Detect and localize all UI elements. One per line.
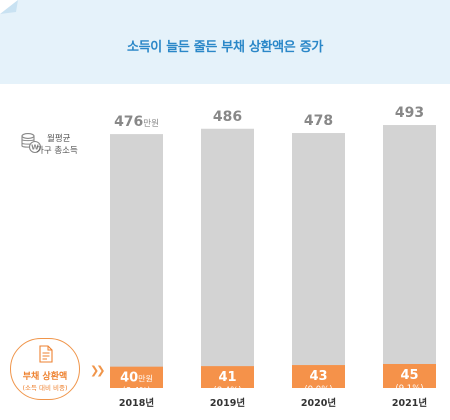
debt-bar [110, 366, 163, 388]
legend-debt-line1: 부채 상환액 [22, 372, 68, 382]
debt-value-label: 43 [309, 369, 327, 384]
debt-share-label: (8.4%) [122, 387, 150, 397]
x-tick-label: 2020년 [301, 397, 336, 409]
banner-background [0, 0, 450, 84]
debt-value-label: 45 [400, 368, 418, 383]
income-value-label: 476만원 [114, 114, 159, 130]
debt-bar [292, 365, 345, 388]
double-chevron-right-icon: ❯❯ [90, 364, 106, 377]
debt-share-label: (9.0%) [304, 385, 332, 395]
income-bar [110, 134, 163, 388]
income-value-label: 493 [395, 105, 424, 121]
income-value-label: 486 [213, 109, 242, 125]
debt-share-label: (9.1%) [395, 384, 423, 394]
legend-debt-line2: (소득 대비 비중) [22, 384, 68, 392]
coin-stack-icon: W [21, 133, 42, 154]
legend-debt: 부채 상환액 (소득 대비 비중) [10, 338, 80, 400]
x-tick-label: 2021년 [392, 397, 427, 409]
legend-income-line1: 월평균 [47, 134, 71, 144]
debt-value-label: 41 [218, 370, 236, 385]
income-bar [201, 128, 254, 389]
x-tick-label: 2018년 [119, 397, 154, 409]
debt-bar [201, 366, 254, 388]
title-banner: 소득이 늘든 줄든 부채 상환액은 증가 [0, 0, 450, 84]
document-icon [39, 345, 53, 363]
svg-text:W: W [31, 144, 39, 152]
chart-title: 소득이 늘든 줄든 부채 상환액은 증가 [126, 40, 324, 55]
income-bar [292, 133, 345, 388]
debt-share-label: (8.4%) [213, 386, 241, 396]
income-bar [383, 125, 436, 388]
debt-value-label: 40만원 [120, 371, 153, 386]
debt-bar [383, 363, 436, 388]
legend-income: W 월평균 가구 총소득 [20, 130, 120, 160]
legend-income-line2: 가구 총소득 [36, 146, 78, 156]
income-value-label: 478 [304, 113, 333, 129]
x-tick-label: 2019년 [210, 397, 245, 409]
